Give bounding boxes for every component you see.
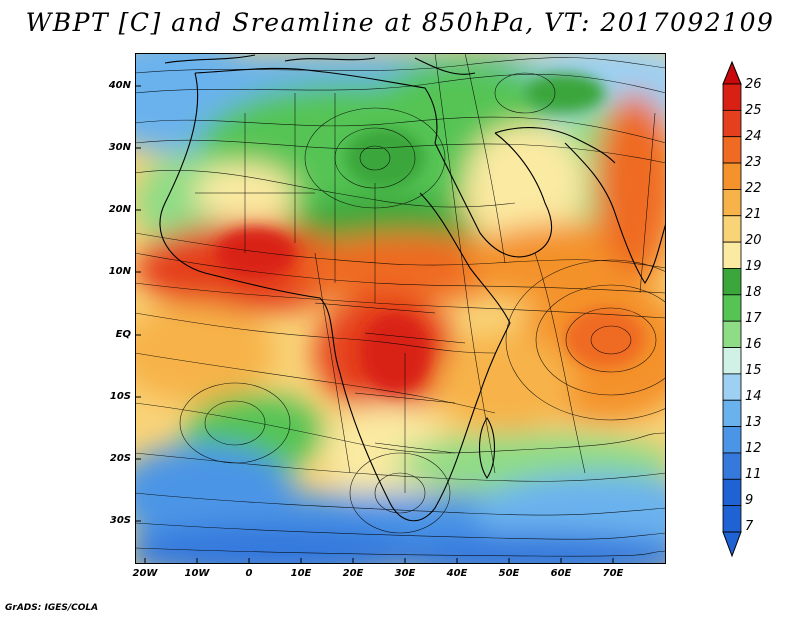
colorbar-swatch (722, 294, 742, 322)
lon-label-50e: 50E (498, 568, 520, 579)
colorbar-swatch (722, 478, 742, 507)
colorbar-label-9: 9 (745, 493, 754, 508)
colorbar-label-17: 17 (745, 311, 762, 326)
lon-label-60e: 60E (550, 568, 572, 579)
colorbar (722, 60, 742, 558)
colorbar-top-arrow (722, 60, 742, 85)
wbpt-field-detail (215, 73, 645, 393)
colorbar-label-13: 13 (745, 415, 762, 430)
coastlines (159, 54, 666, 522)
lon-label-40e: 40E (446, 568, 468, 579)
lat-label-10s: 10S (109, 391, 131, 402)
lat-label-20s: 20S (109, 453, 131, 464)
lat-label-10n: 10N (108, 266, 131, 277)
colorbar-label-15: 15 (745, 363, 762, 378)
lon-label-20e: 20E (342, 568, 364, 579)
colorbar-label-19: 19 (745, 259, 762, 274)
colorbar-swatch (722, 268, 742, 296)
lon-label-70e: 70E (602, 568, 624, 579)
lat-label-40n: 40N (108, 80, 131, 91)
colorbar-swatch (722, 83, 742, 111)
colorbar-swatch (722, 320, 742, 348)
colorbar-label-24: 24 (745, 129, 762, 144)
country-borders (195, 93, 466, 493)
colorbar-swatches (722, 83, 742, 533)
colorbar-label-12: 12 (745, 441, 762, 456)
lat-label-20n: 20N (108, 204, 131, 215)
colorbar-swatch (722, 426, 742, 454)
lat-label-30s: 30S (109, 515, 131, 526)
lon-label-20w: 20W (132, 568, 158, 579)
colorbar-label-21: 21 (745, 207, 762, 222)
colorbar-swatch (722, 452, 742, 480)
colorbar-label-11: 11 (745, 467, 762, 482)
colorbar-swatch (722, 136, 742, 164)
colorbar-swatch (722, 215, 742, 243)
map-frame (135, 53, 666, 564)
colorbar-swatch (722, 189, 742, 217)
lon-label-30e: 30E (394, 568, 416, 579)
colorbar-label-20: 20 (745, 233, 762, 248)
colorbar-bottom-arrow (722, 531, 742, 558)
grads-credit: GrADS: IGES/COLA (5, 603, 99, 613)
lon-label-0: 0 (245, 568, 253, 579)
colorbar-label-25: 25 (745, 103, 762, 118)
colorbar-label-23: 23 (745, 155, 762, 170)
wbpt-field (135, 53, 666, 564)
lon-label-10w: 10W (184, 568, 210, 579)
colorbar-swatch (722, 162, 742, 190)
colorbar-swatch (722, 399, 742, 427)
colorbar-label-26: 26 (745, 77, 762, 92)
colorbar-swatch (722, 505, 742, 533)
colorbar-label-22: 22 (745, 181, 762, 196)
colorbar-swatch (722, 241, 742, 269)
colorbar-label-7: 7 (745, 519, 754, 534)
lat-label-30n: 30N (108, 142, 131, 153)
chart-title: WBPT [C] and Sreamline at 850hPa, VT: 20… (25, 8, 775, 37)
colorbar-swatch (722, 373, 742, 401)
lat-label-eq: EQ (115, 329, 131, 340)
lon-label-10e: 10E (290, 568, 312, 579)
colorbar-swatch (722, 109, 742, 138)
map-canvas (135, 53, 666, 564)
weather-map (135, 53, 666, 564)
colorbar-label-16: 16 (745, 337, 762, 352)
colorbar-label-18: 18 (745, 285, 762, 300)
colorbar-label-14: 14 (745, 389, 762, 404)
colorbar-swatch (722, 347, 742, 375)
